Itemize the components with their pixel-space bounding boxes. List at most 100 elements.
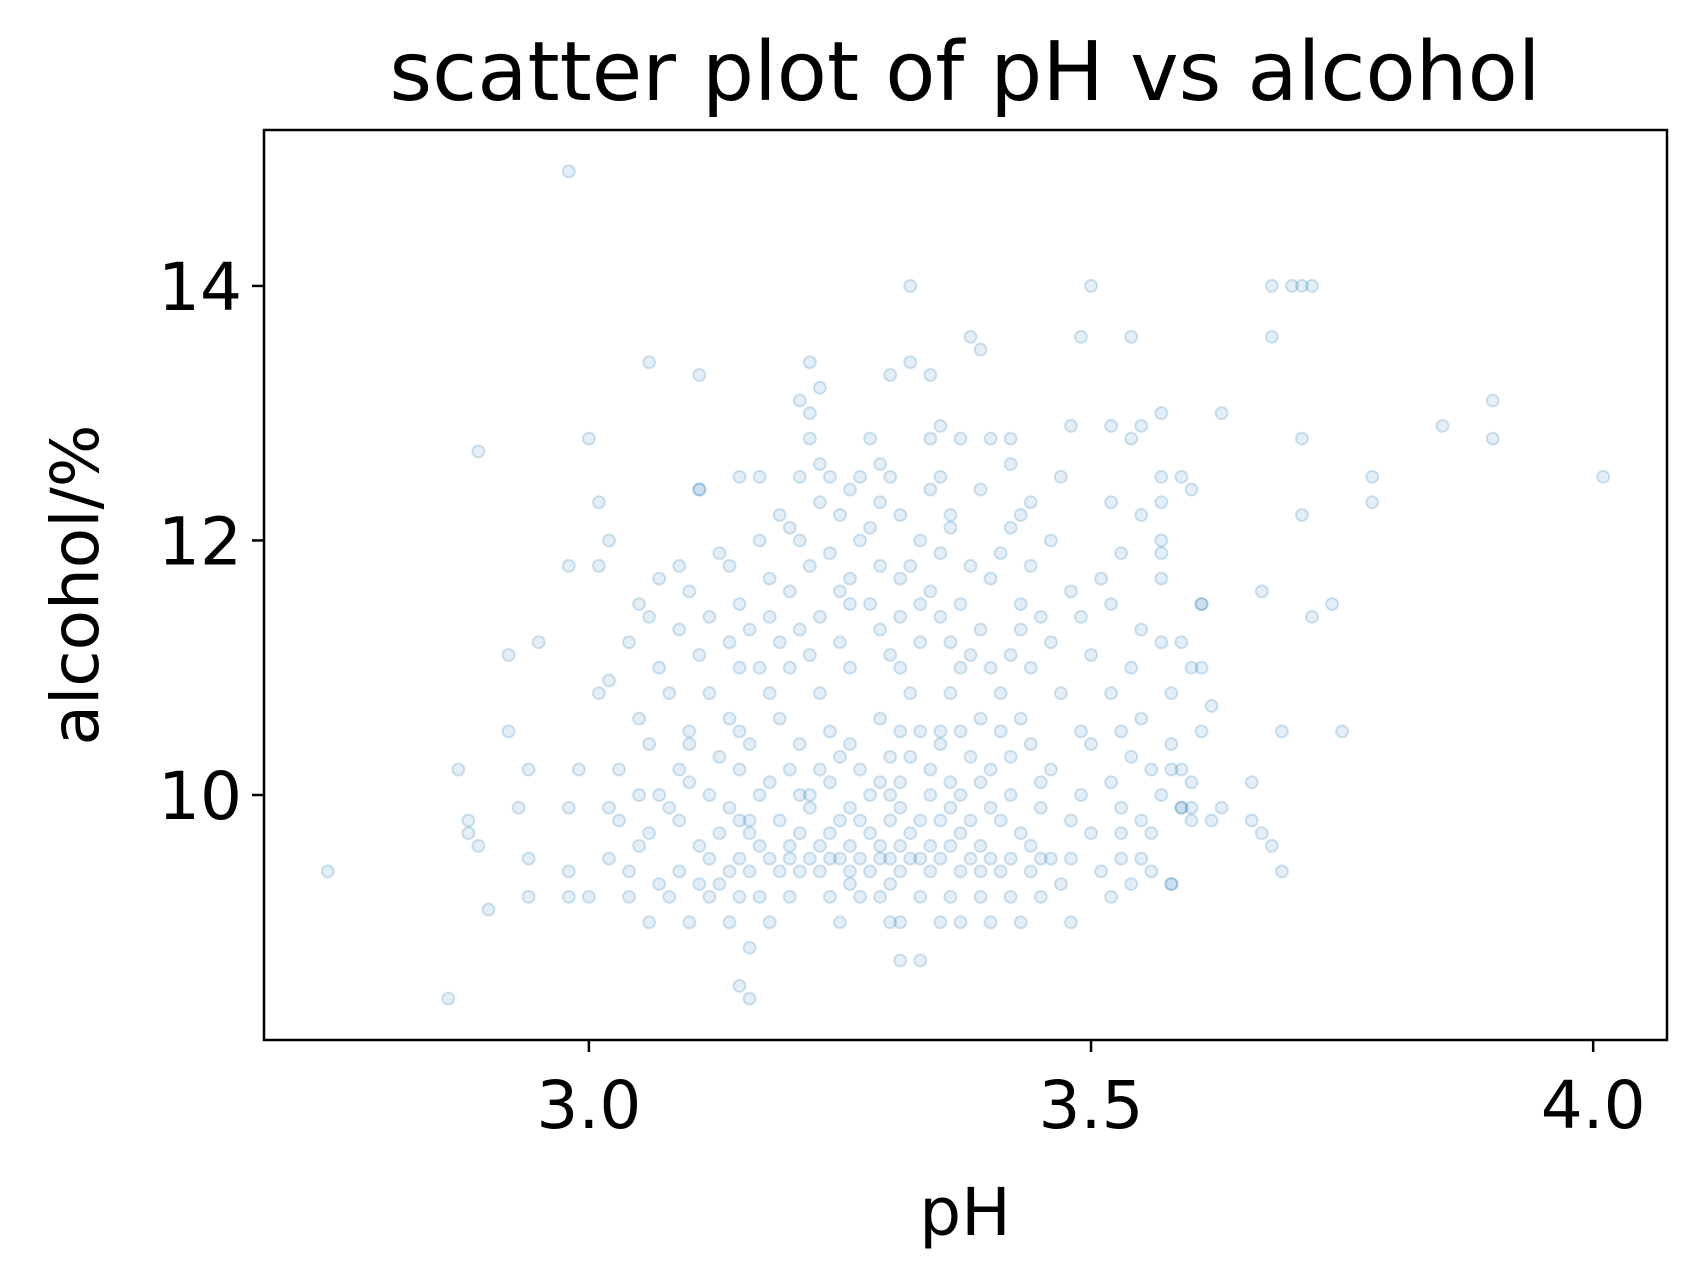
- point: [1485, 431, 1500, 446]
- point: [933, 915, 948, 930]
- point: [702, 889, 717, 904]
- point: [1164, 877, 1179, 892]
- point: [1184, 482, 1199, 497]
- point: [591, 495, 606, 510]
- point: [853, 533, 868, 548]
- point: [802, 406, 817, 421]
- point: [471, 838, 486, 853]
- point: [843, 877, 858, 892]
- point: [591, 686, 606, 701]
- point: [832, 749, 847, 764]
- point: [481, 902, 496, 917]
- point: [672, 622, 687, 637]
- point: [983, 431, 998, 446]
- point: [792, 469, 807, 484]
- point: [1124, 329, 1139, 344]
- point: [893, 508, 908, 522]
- point: [762, 686, 777, 701]
- point: [893, 660, 908, 675]
- point: [863, 826, 878, 841]
- point: [1124, 431, 1139, 446]
- point: [1154, 406, 1169, 421]
- point: [601, 533, 616, 548]
- point: [1154, 571, 1169, 586]
- point: [993, 813, 1008, 828]
- point: [923, 762, 938, 777]
- point: [772, 711, 787, 726]
- point: [822, 826, 837, 841]
- point: [1294, 431, 1309, 446]
- point: [963, 749, 978, 764]
- point: [933, 813, 948, 828]
- point: [692, 877, 707, 892]
- point: [953, 864, 968, 879]
- point: [873, 558, 888, 573]
- point: [762, 851, 777, 866]
- point: [953, 788, 968, 802]
- point: [732, 762, 747, 777]
- point: [822, 469, 837, 484]
- point: [451, 762, 466, 777]
- point: [963, 813, 978, 828]
- point: [1114, 851, 1129, 866]
- point: [883, 877, 898, 892]
- point: [772, 508, 787, 522]
- point: [893, 800, 908, 815]
- point: [943, 800, 958, 815]
- point: [983, 571, 998, 586]
- point: [1073, 329, 1088, 344]
- point: [802, 355, 817, 370]
- point: [802, 558, 817, 573]
- point: [853, 469, 868, 484]
- point: [1033, 800, 1048, 815]
- point: [1124, 877, 1139, 892]
- point: [1073, 788, 1088, 802]
- point: [1003, 788, 1018, 802]
- point: [963, 558, 978, 573]
- point: [933, 851, 948, 866]
- point: [561, 164, 576, 179]
- points: [320, 164, 1611, 1006]
- point: [792, 788, 807, 802]
- point: [732, 851, 747, 866]
- point: [1184, 800, 1199, 815]
- point: [1174, 635, 1189, 650]
- point: [1144, 762, 1159, 777]
- point: [1003, 457, 1018, 472]
- point: [832, 851, 847, 866]
- point: [1124, 749, 1139, 764]
- point: [1003, 431, 1018, 446]
- point: [832, 635, 847, 650]
- point: [953, 915, 968, 930]
- point: [883, 648, 898, 662]
- point: [873, 851, 888, 866]
- point: [1033, 609, 1048, 624]
- point: [1033, 889, 1048, 904]
- point: [1134, 622, 1149, 637]
- point: [913, 724, 928, 739]
- point: [1204, 813, 1219, 828]
- point: [682, 915, 697, 930]
- point: [853, 889, 868, 904]
- point: [1134, 418, 1149, 433]
- point: [933, 609, 948, 624]
- point: [1023, 495, 1038, 510]
- point: [752, 660, 767, 675]
- point: [903, 749, 918, 764]
- point: [752, 788, 767, 802]
- point: [983, 800, 998, 815]
- point: [692, 648, 707, 662]
- point: [973, 775, 988, 790]
- point: [913, 953, 928, 968]
- point: [1124, 660, 1139, 675]
- point: [782, 889, 797, 904]
- point: [1144, 864, 1159, 879]
- point: [913, 533, 928, 548]
- point: [672, 813, 687, 828]
- point: [953, 660, 968, 675]
- point: [873, 457, 888, 472]
- point: [883, 469, 898, 484]
- point: [792, 864, 807, 879]
- point: [863, 597, 878, 612]
